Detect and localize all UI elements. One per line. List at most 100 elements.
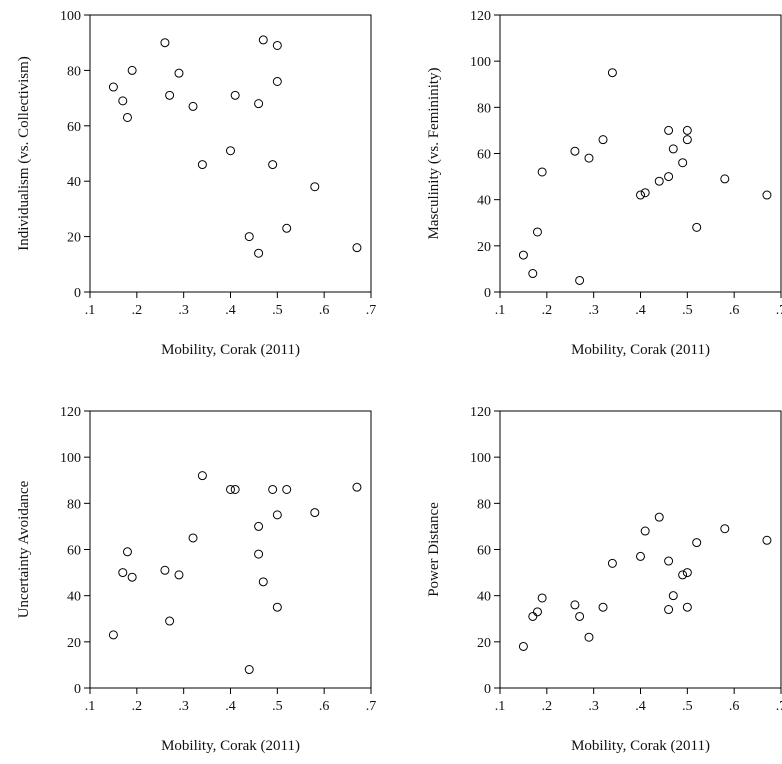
chart3-y-tick-label: 40	[67, 590, 81, 605]
chart2-data-point	[682, 135, 692, 145]
chart2-data-point	[598, 135, 608, 145]
chart4-data-point	[678, 570, 688, 580]
chart1-data-point	[160, 38, 170, 48]
chart3-data-point	[118, 568, 128, 578]
chart3-x-tick-label: .5	[272, 699, 283, 714]
chart3-x-tick-label: .2	[132, 699, 143, 714]
chart4-x-axis-label: Mobility, Corak (2011)	[571, 738, 710, 754]
chart4-data-point	[720, 524, 730, 534]
chart2-x-tick-label: .2	[542, 303, 553, 318]
chart1-y-tick-label: 100	[60, 9, 81, 24]
chart2-y-tick-label: 60	[477, 148, 491, 163]
chart4-x-tick-label: .2	[542, 699, 553, 714]
chart4-x-tick-label: .4	[635, 699, 646, 714]
chart1-x-tick-label: .7	[366, 303, 377, 318]
chart4-x-tick-label: .3	[588, 699, 599, 714]
chart3-data-point	[282, 484, 292, 494]
chart4-data-point	[654, 512, 664, 522]
chart2-y-tick-label: 20	[477, 240, 491, 255]
chart3-y-tick-label: 60	[67, 544, 81, 559]
chart2-data-point	[664, 172, 674, 182]
chart4-x-tick-label: .5	[682, 699, 693, 714]
chart2-x-tick-label: .6	[729, 303, 740, 318]
chart1-x-tick-label: .5	[272, 303, 283, 318]
chart2-y-tick-label: 80	[477, 101, 491, 116]
chart4-y-tick-label: 20	[477, 636, 491, 651]
chart4-y-axis-label: Power Distance	[426, 502, 442, 597]
chart3-data-point	[268, 484, 278, 494]
chart1-data-point	[230, 90, 240, 100]
chart2-data-point	[668, 144, 678, 154]
chart1-data-point	[244, 232, 254, 242]
chart4-data-point	[598, 602, 608, 612]
chart3-data-point	[230, 484, 240, 494]
chart1-x-tick-label: .4	[225, 303, 236, 318]
chart1-y-tick-label: 0	[74, 286, 81, 301]
chart4-y-tick-label: 120	[470, 405, 491, 420]
chart1-data-point	[258, 35, 268, 45]
chart3-y-tick-label: 120	[60, 405, 81, 420]
chart4-data-point	[664, 556, 674, 566]
chart4-x-tick-label: .7	[776, 699, 782, 714]
chart1-data-point	[188, 101, 198, 111]
chart3-y-tick-label: 100	[60, 451, 81, 466]
chart1-y-axis-label: Individualism (vs. Collectivism)	[16, 56, 32, 251]
chart3-data-point	[165, 616, 175, 626]
chart3-data-point	[310, 508, 320, 518]
chart1-data-point	[165, 90, 175, 100]
chart2-x-tick-label: .7	[776, 303, 782, 318]
chart4-y-tick-label: 100	[470, 451, 491, 466]
chart3-y-tick-label: 0	[74, 682, 81, 697]
chart3-data-point	[160, 565, 170, 575]
chart2-y-tick-label: 40	[477, 194, 491, 209]
chart3-x-axis-label: Mobility, Corak (2011)	[161, 738, 300, 754]
chart3-data-point	[258, 577, 268, 587]
chart4-data-point	[607, 558, 617, 568]
chart1-data-point	[268, 160, 278, 170]
chart2-data-point	[762, 190, 772, 200]
chart1-y-tick-label: 80	[67, 64, 81, 79]
chart2-data-point	[692, 222, 702, 232]
chart4-data-point	[570, 600, 580, 610]
chart2-y-tick-label: 100	[470, 55, 491, 70]
chart2-data-point	[575, 275, 585, 285]
chart4-data-point	[762, 535, 772, 545]
chart4-data-point	[532, 607, 542, 617]
chart4-data-point	[636, 551, 645, 561]
chart4-data-point	[682, 602, 692, 612]
chart2-x-tick-label: .4	[635, 303, 646, 318]
chart1-x-tick-label: .3	[178, 303, 189, 318]
chart4-data-point	[640, 526, 650, 536]
chart2-data-point	[528, 269, 538, 279]
chart2-data-point	[640, 188, 650, 198]
chart2-data-point	[678, 158, 688, 168]
chart2-data-point	[682, 125, 692, 135]
chart3-data-point	[127, 572, 137, 582]
chart3-x-tick-label: .6	[319, 699, 330, 714]
chart4-data-point	[575, 611, 585, 621]
chart4-data-point	[668, 591, 678, 601]
chart3-x-tick-label: .4	[225, 699, 236, 714]
chart4-plot-frame	[499, 410, 782, 689]
chart4-data-point	[682, 568, 692, 578]
chart2-data-point	[532, 227, 542, 237]
chart1-x-tick-label: .6	[319, 303, 330, 318]
chart2-y-axis-label: Masculinity (vs. Femininity)	[426, 67, 442, 239]
chart3-y-tick-label: 20	[67, 636, 81, 651]
chart3-x-tick-label: .3	[178, 699, 189, 714]
chart4-data-point	[692, 538, 702, 548]
chart1-y-tick-label: 40	[67, 175, 81, 190]
chart2-data-point	[570, 146, 580, 156]
chart1-data-point	[352, 243, 362, 253]
chart2-plot-frame	[499, 14, 782, 293]
chart3-x-tick-label: .7	[366, 699, 377, 714]
chart1-y-tick-label: 60	[67, 120, 81, 135]
chart4-x-tick-label: .6	[729, 699, 740, 714]
chart4-data-point	[664, 605, 674, 615]
chart3-y-axis-label: Uncertainty Avoidance	[16, 480, 32, 618]
chart2-data-point	[664, 125, 674, 135]
chart1-data-point	[122, 112, 132, 122]
chart1-plot-frame	[89, 14, 372, 293]
chart2-data-point	[636, 190, 645, 200]
chart1-data-point	[254, 99, 264, 109]
